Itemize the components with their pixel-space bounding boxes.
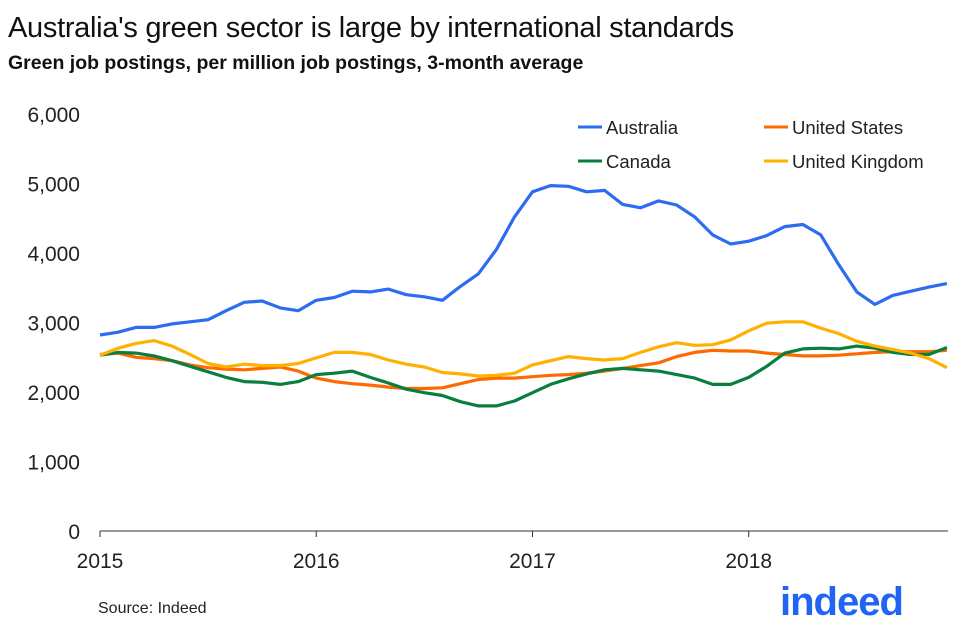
chart-subtitle: Green job postings, per million job post…	[8, 52, 584, 74]
series-line-australia	[99, 184, 948, 337]
x-tick-label: 2016	[293, 550, 340, 573]
chart-title: Australia's green sector is large by int…	[8, 12, 734, 44]
x-tick-label: 2015	[77, 550, 124, 573]
y-tick-label: 3,000	[27, 313, 80, 336]
x-tick-label: 2018	[725, 550, 772, 573]
legend-label: United States	[792, 117, 903, 138]
y-tick-label: 0	[68, 521, 80, 544]
y-tick-label: 1,000	[27, 452, 80, 475]
y-tick-label: 5,000	[27, 174, 80, 197]
series-line-united-states	[99, 348, 948, 391]
series-line-united-kingdom	[99, 320, 948, 378]
legend-label: Australia	[606, 117, 679, 138]
y-tick-label: 6,000	[27, 104, 80, 127]
legend-label: Canada	[606, 151, 672, 172]
series-line-canada	[99, 344, 948, 408]
indeed-logo: indeed	[780, 580, 904, 624]
x-tick-label: 2017	[509, 550, 556, 573]
legend-label: United Kingdom	[792, 151, 924, 172]
y-tick-label: 4,000	[27, 243, 80, 266]
y-tick-label: 2,000	[27, 382, 80, 405]
source-note: Source: Indeed	[98, 600, 207, 617]
